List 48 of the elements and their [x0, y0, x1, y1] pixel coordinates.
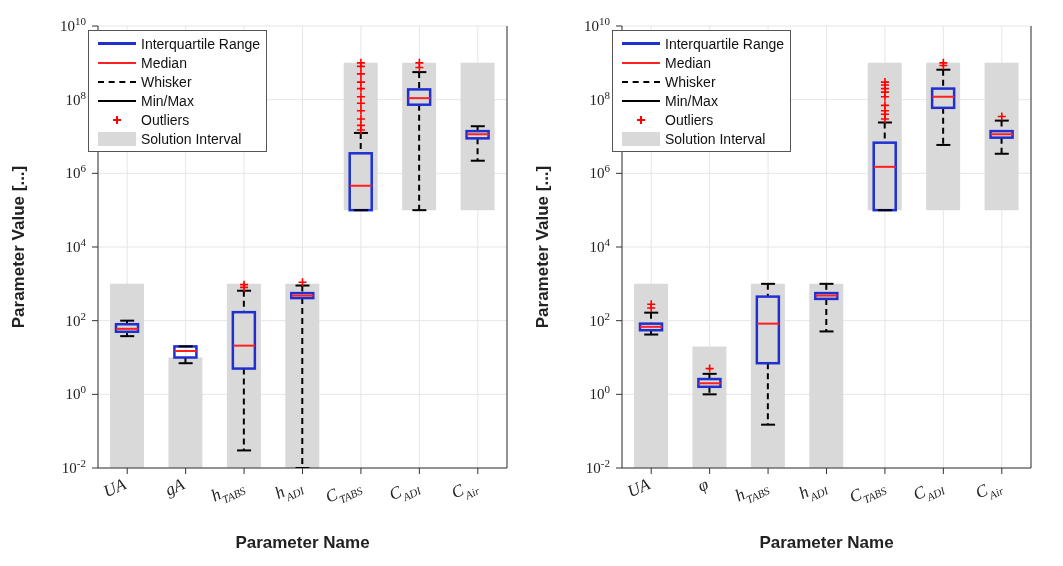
y-tick-label: 10$^{-2}$ [585, 457, 610, 476]
y-tick-label: 10$^{6}$ [589, 162, 611, 182]
annotation: Median [665, 54, 711, 71]
x-tick-label: h$_{TABS}$ [732, 484, 772, 506]
bar [634, 283, 668, 468]
legend-label: Interquartile Range [141, 35, 261, 52]
bar [460, 62, 495, 211]
legend-label: Solution Interval [141, 130, 242, 147]
y-axis-title: Parameter Value [...] [9, 165, 29, 329]
annotation: Min/Max [665, 92, 718, 109]
x-tick-label: UA [100, 474, 130, 502]
annotation: Whisker [141, 73, 192, 90]
x-tick-label: h$_{ADI}$ [271, 482, 308, 504]
bar [809, 283, 844, 468]
bar [226, 283, 261, 468]
y-tick-label: 10$^{10}$ [584, 15, 611, 34]
annotation: Outliers [665, 111, 714, 128]
bar [110, 283, 144, 468]
legend-label: Solution Interval [665, 130, 766, 147]
y-tick-label: 10$^{4}$ [589, 236, 611, 255]
x-axis-title: Parameter Name [759, 533, 894, 552]
annotation: Whisker [665, 73, 716, 90]
y-axis-title: Parameter Value [...] [533, 165, 553, 329]
legend-label: Interquartile Range [665, 35, 785, 52]
y-tick-label: 10$^{4}$ [65, 236, 87, 255]
y-tick-label: 10$^{8}$ [589, 88, 611, 108]
x-tick-label: UA [624, 474, 654, 502]
bar [692, 346, 727, 468]
bar [926, 62, 961, 211]
annotation: Outliers [141, 111, 190, 128]
x-tick-label: h$_{ADI}$ [795, 482, 832, 504]
y-tick-label: 10$^{0}$ [589, 383, 611, 403]
y-tick-label: 10$^{-2}$ [61, 457, 86, 476]
y-tick-label: 10$^{10}$ [60, 15, 87, 34]
y-tick-label: 10$^{6}$ [65, 162, 87, 182]
x-tick-label: φ [694, 474, 712, 496]
bar [168, 357, 203, 468]
annotation: Min/Max [141, 92, 194, 109]
annotation: Median [141, 54, 187, 71]
y-tick-label: 10$^{2}$ [65, 309, 86, 329]
bar [984, 62, 1019, 211]
bar [750, 283, 785, 468]
y-tick-label: 10$^{8}$ [65, 88, 87, 108]
x-tick-label: gA [162, 474, 188, 500]
y-tick-label: 10$^{0}$ [65, 383, 87, 403]
x-tick-label: h$_{TABS}$ [208, 484, 248, 506]
x-axis-title: Parameter Name [235, 533, 370, 552]
y-tick-label: 10$^{2}$ [589, 309, 610, 329]
